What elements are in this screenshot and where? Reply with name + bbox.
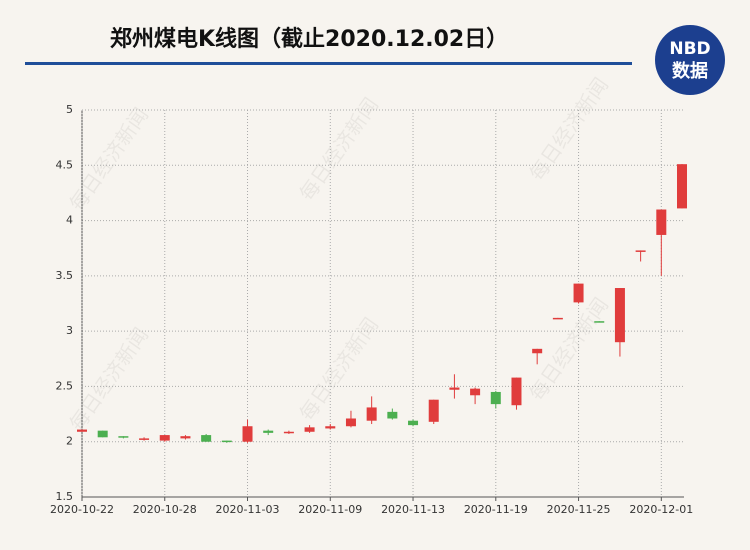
chart-title: 郑州煤电K线图（截止2020.12.02日） bbox=[110, 26, 508, 52]
candle-body bbox=[221, 440, 232, 443]
candle-body bbox=[304, 427, 315, 432]
candle-body bbox=[201, 435, 212, 442]
x-tick-label: 2020-11-03 bbox=[216, 503, 280, 516]
x-tick-label: 2020-11-09 bbox=[298, 503, 362, 516]
candle-body bbox=[635, 250, 646, 252]
candle-body bbox=[387, 411, 398, 419]
x-tick-label: 2020-11-13 bbox=[381, 503, 445, 516]
candle-body bbox=[408, 420, 419, 426]
y-tick-label: 4.5 bbox=[56, 158, 74, 171]
candle-body bbox=[552, 317, 563, 320]
x-tick-label: 2020-10-22 bbox=[50, 503, 114, 516]
candle-body bbox=[263, 430, 274, 433]
candle-body bbox=[470, 388, 481, 396]
candle-body bbox=[511, 377, 522, 406]
candle-body bbox=[573, 283, 584, 303]
y-tick-label: 4 bbox=[66, 214, 73, 227]
y-tick-label: 2 bbox=[66, 435, 73, 448]
candle-body bbox=[490, 391, 501, 405]
candle-body bbox=[325, 426, 336, 429]
logo: NBD 数据 bbox=[655, 25, 725, 95]
candle-body bbox=[656, 209, 667, 235]
y-tick-label: 5 bbox=[66, 103, 73, 116]
candle-body bbox=[532, 348, 543, 354]
candle-body bbox=[428, 399, 439, 422]
candle-body bbox=[345, 418, 356, 427]
candle-body bbox=[594, 321, 605, 323]
logo-text: 数据 bbox=[672, 60, 708, 82]
y-tick-label: 3.5 bbox=[56, 269, 74, 282]
y-tick-label: 3 bbox=[66, 324, 73, 337]
candle-body bbox=[180, 436, 191, 439]
x-tick-label: 2020-11-25 bbox=[547, 503, 611, 516]
x-tick-label: 2020-11-19 bbox=[464, 503, 528, 516]
logo-circle bbox=[655, 25, 725, 95]
x-tick-label: 2020-10-28 bbox=[133, 503, 197, 516]
y-tick-label: 1.5 bbox=[56, 490, 74, 503]
candle-body bbox=[283, 431, 294, 434]
candle-body bbox=[97, 430, 108, 438]
candle-body bbox=[449, 387, 460, 390]
candle-body bbox=[242, 426, 253, 442]
candle-body bbox=[118, 436, 129, 438]
candle-body bbox=[677, 164, 687, 209]
candle-body bbox=[366, 407, 377, 421]
logo-brand: NBD bbox=[669, 39, 710, 59]
y-tick-label: 2.5 bbox=[56, 379, 74, 392]
title-rule bbox=[25, 62, 632, 65]
candle-body bbox=[139, 438, 150, 440]
candle-body bbox=[77, 429, 87, 432]
candle-body bbox=[614, 288, 625, 343]
x-tick-label: 2020-12-01 bbox=[629, 503, 693, 516]
candle-body bbox=[159, 435, 170, 441]
